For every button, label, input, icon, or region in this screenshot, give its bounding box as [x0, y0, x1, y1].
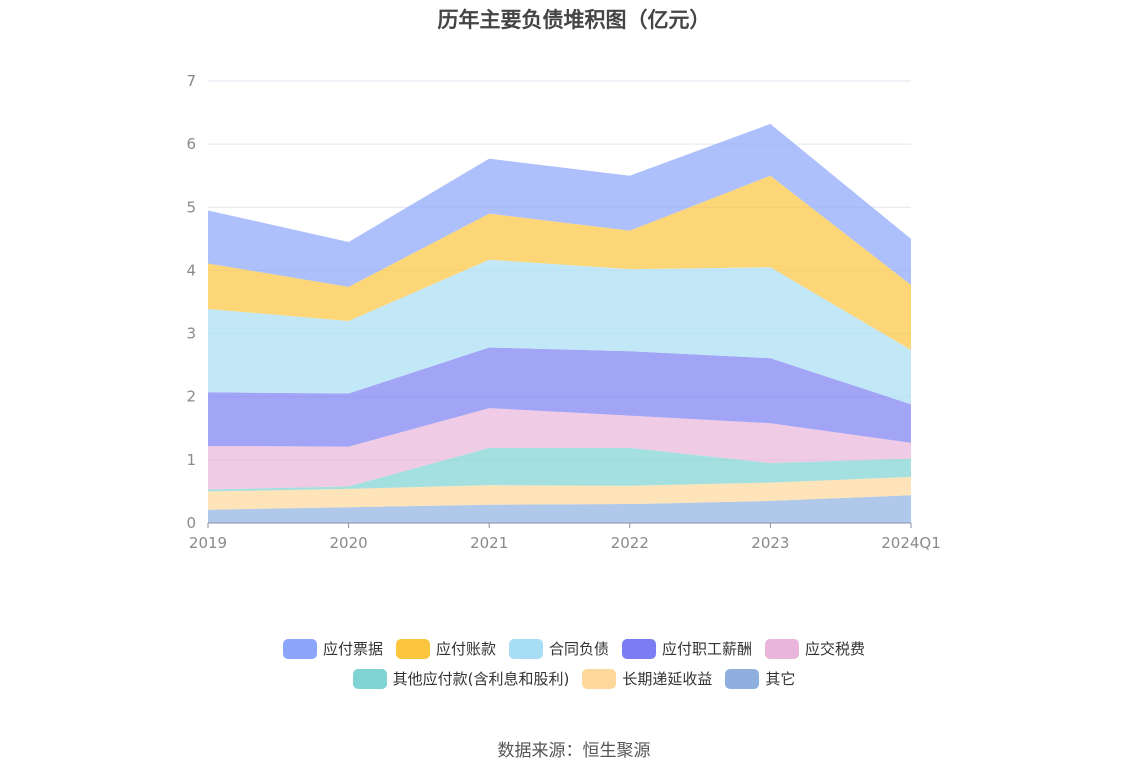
legend-swatch	[725, 668, 760, 689]
y-tick-label: 3	[186, 325, 196, 343]
x-tick-label: 2020	[330, 534, 368, 552]
legend-item[interactable]: 其他应付款(含利息和股利)	[352, 668, 570, 689]
legend-label: 应付票据	[322, 640, 383, 658]
legend-item[interactable]: 应付账款	[395, 638, 496, 659]
axes: 0 1 2 3 4 5 6 7 2019 2020 2021 2022 2023 2024Q1	[186, 72, 940, 552]
area-应付职工薪酬[interactable]	[208, 347, 911, 447]
area-应付票据[interactable]	[208, 123, 911, 287]
legend-label: 其它	[765, 670, 796, 688]
legend-item[interactable]: 应付票据	[282, 638, 383, 659]
legend-item[interactable]: 合同负债	[508, 638, 609, 659]
area-合同负债[interactable]	[208, 259, 911, 405]
legend-label: 合同负债	[548, 640, 609, 658]
area-应付账款[interactable]	[208, 175, 911, 350]
legend-swatch	[622, 638, 656, 659]
legend-swatch	[765, 638, 800, 659]
legend-item[interactable]: 其它	[725, 668, 795, 689]
y-tick-label: 4	[186, 261, 196, 279]
chart-title: 历年主要负债堆积图（亿元）	[437, 8, 711, 32]
x-tick-label: 2022	[611, 534, 649, 552]
y-tick-label: 1	[186, 451, 196, 469]
y-tick-label: 2	[186, 388, 196, 406]
x-tick-label: 2023	[751, 534, 789, 552]
legend-swatch	[282, 638, 317, 659]
y-tick-label: 6	[186, 135, 196, 153]
area-其他应付款(含利息和股利)[interactable]	[208, 447, 911, 492]
legend-item[interactable]: 应付职工薪酬	[622, 638, 752, 659]
legend-label: 长期递延收益	[622, 670, 713, 688]
x-tick-label: 2024Q1	[881, 534, 941, 552]
stacked-area-chart: 0 1 2 3 4 5 6 7 2019 2020 2021 2022 2023 2024Q1	[186, 72, 940, 552]
area-长期递延收益[interactable]	[208, 476, 911, 510]
legend-label: 应交税费	[805, 640, 866, 658]
legend-row: 应付票据 应付账款 合同负债 应付职工薪酬 应交税费	[0, 638, 1148, 659]
legend-swatch	[508, 638, 543, 659]
y-tick-label: 7	[186, 72, 196, 90]
data-source: 数据来源：恒生聚源	[497, 741, 651, 761]
legend-swatch	[352, 668, 387, 689]
x-tick-label: 2019	[189, 534, 227, 552]
x-tick-label: 2021	[470, 534, 508, 552]
legend-swatch	[395, 638, 430, 659]
legend-row: 其他应付款(含利息和股利) 长期递延收益 其它	[0, 668, 1148, 689]
area-series	[208, 123, 911, 523]
y-tick-label: 0	[186, 514, 196, 532]
legend: 应付票据 应付账款 合同负债 应付职工薪酬 应交税费 其他应付款(含利息和股利) 长期递延…	[0, 638, 1148, 698]
legend-item[interactable]: 应交税费	[765, 638, 865, 659]
y-tick-label: 5	[186, 198, 196, 216]
legend-swatch	[582, 668, 617, 689]
legend-label: 其他应付款(含利息和股利)	[392, 670, 570, 688]
legend-item[interactable]: 长期递延收益	[582, 668, 712, 689]
legend-label: 应付账款	[435, 640, 496, 658]
legend-label: 应付职工薪酬	[662, 640, 753, 658]
area-其它[interactable]	[208, 495, 911, 523]
area-应交税费[interactable]	[208, 408, 911, 490]
